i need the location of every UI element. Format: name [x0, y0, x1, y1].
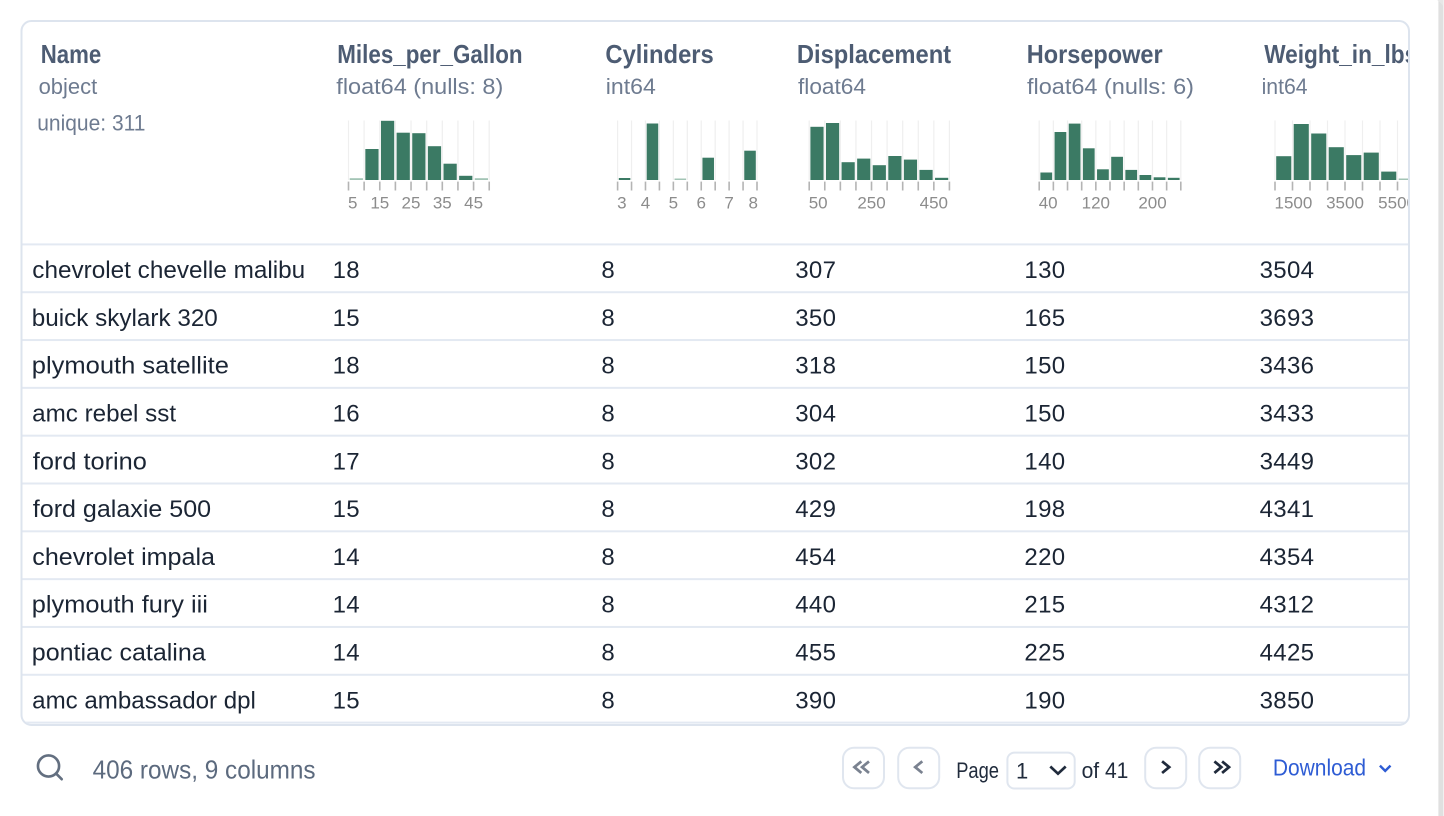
svg-text:8: 8	[601, 592, 615, 619]
svg-text:406 rows, 9 columns: 406 rows, 9 columns	[93, 755, 316, 785]
svg-text:8: 8	[601, 448, 615, 475]
svg-text:15: 15	[370, 194, 389, 213]
svg-text:amc rebel sst: amc rebel sst	[32, 401, 176, 428]
svg-text:4354: 4354	[1260, 544, 1315, 571]
svg-text:6: 6	[696, 194, 705, 213]
svg-text:8: 8	[601, 353, 615, 380]
svg-text:chevrolet impala: chevrolet impala	[32, 544, 215, 571]
svg-text:plymouth fury iii: plymouth fury iii	[32, 592, 208, 619]
svg-text:130: 130	[1024, 257, 1065, 284]
svg-text:16: 16	[333, 401, 360, 428]
svg-text:Miles_per_Gallon: Miles_per_Gallon	[337, 39, 522, 69]
svg-text:390: 390	[795, 687, 836, 714]
svg-text:14: 14	[333, 592, 360, 619]
svg-text:318: 318	[795, 353, 836, 380]
svg-text:50: 50	[809, 194, 828, 213]
svg-text:440: 440	[795, 592, 836, 619]
svg-text:150: 150	[1024, 353, 1065, 380]
svg-text:165: 165	[1024, 305, 1065, 332]
svg-text:225: 225	[1024, 640, 1065, 667]
svg-text:454: 454	[795, 544, 836, 571]
svg-text:3504: 3504	[1260, 257, 1315, 284]
svg-text:8: 8	[601, 544, 615, 571]
svg-text:chevrolet chevelle malibu: chevrolet chevelle malibu	[32, 257, 305, 284]
svg-text:3449: 3449	[1260, 448, 1315, 475]
svg-text:18: 18	[333, 353, 360, 380]
svg-text:Name: Name	[41, 39, 101, 69]
svg-text:8: 8	[601, 401, 615, 428]
svg-text:4425: 4425	[1260, 640, 1315, 667]
svg-text:35: 35	[433, 194, 452, 213]
svg-text:1500: 1500	[1275, 194, 1313, 213]
svg-text:140: 140	[1024, 448, 1065, 475]
svg-text:200: 200	[1138, 194, 1166, 213]
svg-text:unique: 311: unique: 311	[37, 111, 145, 136]
svg-text:307: 307	[795, 257, 836, 284]
svg-text:Download: Download	[1273, 754, 1366, 780]
svg-text:1: 1	[1016, 758, 1028, 783]
svg-text:14: 14	[333, 640, 360, 667]
svg-text:15: 15	[333, 496, 360, 523]
svg-text:3693: 3693	[1260, 305, 1315, 332]
svg-text:8: 8	[601, 687, 615, 714]
svg-text:5: 5	[348, 194, 357, 213]
svg-text:7: 7	[724, 194, 733, 213]
svg-text:150: 150	[1024, 401, 1065, 428]
svg-text:5500: 5500	[1378, 194, 1416, 213]
svg-text:45: 45	[464, 194, 483, 213]
svg-text:8: 8	[601, 496, 615, 523]
svg-text:40: 40	[1039, 194, 1058, 213]
svg-text:float64 (nulls: 8): float64 (nulls: 8)	[336, 74, 503, 99]
svg-text:18: 18	[333, 257, 360, 284]
svg-text:4: 4	[641, 194, 650, 213]
svg-text:190: 190	[1024, 687, 1065, 714]
svg-text:8: 8	[601, 305, 615, 332]
svg-text:3436: 3436	[1260, 353, 1315, 380]
svg-text:3433: 3433	[1260, 401, 1315, 428]
svg-text:250: 250	[857, 194, 885, 213]
svg-text:ford galaxie 500: ford galaxie 500	[33, 496, 211, 523]
svg-text:455: 455	[795, 640, 836, 667]
svg-text:int64: int64	[606, 74, 656, 99]
svg-text:15: 15	[333, 687, 360, 714]
svg-text:plymouth satellite: plymouth satellite	[32, 353, 229, 380]
svg-text:object: object	[39, 74, 98, 99]
svg-text:8: 8	[601, 640, 615, 667]
svg-text:3500: 3500	[1326, 194, 1364, 213]
svg-text:Displacement: Displacement	[797, 39, 951, 69]
svg-text:amc ambassador dpl: amc ambassador dpl	[32, 687, 256, 714]
svg-text:450: 450	[920, 194, 948, 213]
svg-text:120: 120	[1082, 194, 1110, 213]
svg-text:429: 429	[795, 496, 836, 523]
svg-text:Horsepower: Horsepower	[1027, 39, 1163, 69]
svg-text:8: 8	[749, 194, 758, 213]
svg-text:ford torino: ford torino	[33, 448, 147, 475]
svg-text:int64: int64	[1262, 74, 1308, 99]
svg-text:198: 198	[1024, 496, 1065, 523]
svg-text:Weight_in_lbs: Weight_in_lbs	[1264, 39, 1417, 69]
svg-text:Page: Page	[956, 758, 999, 783]
svg-text:buick skylark 320: buick skylark 320	[32, 305, 218, 332]
svg-text:8: 8	[601, 257, 615, 284]
svg-text:14: 14	[333, 544, 360, 571]
svg-text:4312: 4312	[1260, 592, 1315, 619]
svg-text:220: 220	[1024, 544, 1065, 571]
svg-text:3850: 3850	[1260, 687, 1315, 714]
svg-text:float64: float64	[798, 74, 866, 99]
svg-text:350: 350	[795, 305, 836, 332]
svg-text:304: 304	[795, 401, 836, 428]
svg-text:4341: 4341	[1260, 496, 1315, 523]
svg-text:25: 25	[402, 194, 421, 213]
svg-text:17: 17	[333, 448, 360, 475]
svg-text:float64 (nulls: 6): float64 (nulls: 6)	[1027, 74, 1194, 99]
svg-text:of 41: of 41	[1082, 758, 1129, 783]
svg-text:3: 3	[617, 194, 626, 213]
svg-text:pontiac catalina: pontiac catalina	[32, 640, 207, 667]
svg-text:Cylinders: Cylinders	[605, 39, 713, 69]
svg-text:215: 215	[1024, 592, 1065, 619]
svg-text:302: 302	[795, 448, 836, 475]
svg-text:15: 15	[333, 305, 360, 332]
svg-text:5: 5	[669, 194, 678, 213]
